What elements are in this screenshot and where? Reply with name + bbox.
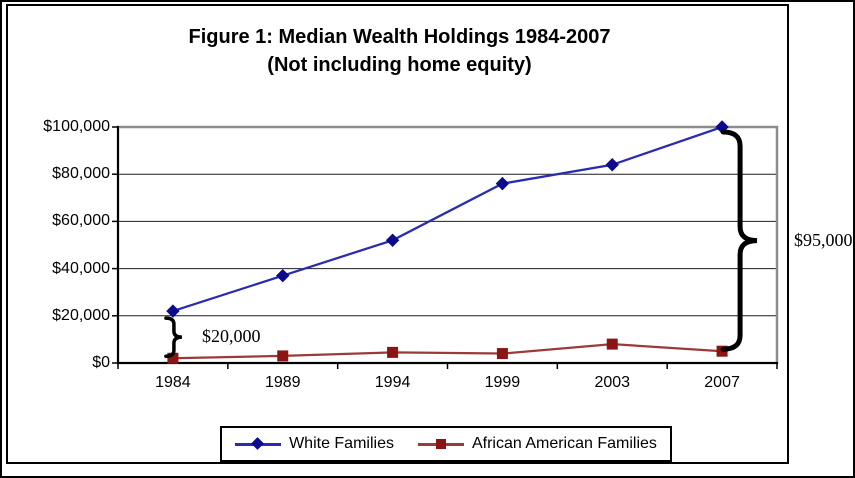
brace-gap-2007	[720, 129, 758, 352]
chart-title-line1: Figure 1: Median Wealth Holdings 1984-20…	[188, 26, 611, 48]
data-point-diamond-1984	[166, 304, 180, 318]
y-axis-label-0: $0	[92, 354, 110, 371]
chart-title-line2: (Not including home equity)	[267, 54, 532, 76]
data-point-diamond-2003	[605, 158, 619, 172]
african-american-families-line-square-marker-icon	[417, 437, 464, 451]
series-line-white-families	[172, 125, 723, 313]
legend-item-white-families: White Families	[235, 436, 394, 452]
brace-gap-1984	[164, 316, 182, 359]
x-axis-label-1989: 1989	[264, 374, 301, 391]
legend-item-african-american-families: African American Families	[417, 435, 657, 452]
legend-label-african-american-families: African American Families	[471, 435, 657, 452]
data-point-diamond-1989	[276, 268, 290, 283]
y-axis-label-100000: $100,000	[43, 118, 110, 135]
diamond-marker-icon	[251, 437, 264, 450]
x-axis-label-2003: 2003	[594, 374, 631, 391]
gap-annotation-2007: $95,000	[794, 230, 853, 250]
data-point-square-1999	[496, 348, 508, 360]
legend: White Families African American Families	[220, 426, 672, 462]
y-axis-label-20000: $20,000	[52, 306, 110, 324]
series-line-african-american-families	[172, 342, 723, 360]
x-axis-label-1999: 1999	[484, 374, 521, 391]
chart-area: Figure 1: Median Wealth Holdings 1984-20…	[6, 4, 789, 464]
y-axis-label-80000: $80,000	[52, 165, 110, 183]
chart-title: Figure 1: Median Wealth Holdings 1984-20…	[8, 23, 791, 79]
data-point-square-1994	[387, 346, 399, 358]
data-point-diamond-1999	[495, 176, 510, 191]
data-point-square-1989	[277, 350, 289, 362]
data-point-square-2003	[606, 338, 618, 350]
x-axis-label-1984: 1984	[155, 374, 191, 391]
gap-annotation-1984: $20,000	[202, 326, 261, 346]
y-axis-label-40000: $40,000	[52, 259, 110, 277]
y-axis-label-60000: $60,000	[52, 212, 110, 230]
data-point-diamond-1994	[385, 233, 400, 247]
x-axis-label-2007: 2007	[704, 374, 740, 391]
legend-label-white-families: White Families	[289, 435, 394, 452]
white-families-line-diamond-marker-icon	[235, 437, 282, 451]
x-axis-label-1994: 1994	[374, 374, 411, 391]
square-marker-icon	[435, 439, 446, 449]
